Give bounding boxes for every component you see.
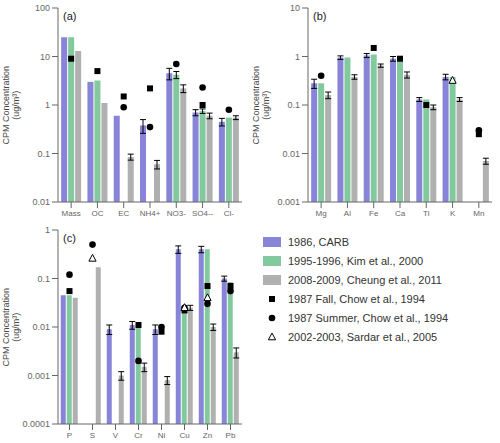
html-text:(a): (a) bbox=[63, 10, 77, 22]
svg-text:1: 1 bbox=[45, 100, 50, 110]
svg-text:K: K bbox=[450, 209, 456, 218]
svg-text:1: 1 bbox=[45, 225, 50, 235]
svg-text:0.01: 0.01 bbox=[32, 322, 50, 332]
html-text:(b): (b) bbox=[313, 10, 327, 22]
html-text:1995-1996, Kim et al., 2000: 1995-1996, Kim et al., 2000 bbox=[288, 255, 424, 267]
html-text:(ug/m³): (ug/m³) bbox=[11, 90, 21, 120]
svg-text:0.01: 0.01 bbox=[32, 197, 50, 207]
svg-text:SO4--: SO4-- bbox=[192, 209, 214, 218]
svg-text:Zn: Zn bbox=[203, 431, 212, 440]
html-text:1987 Fall, Chow et al., 1994: 1987 Fall, Chow et al., 1994 bbox=[288, 293, 425, 305]
svg-text:OC: OC bbox=[91, 209, 103, 218]
svg-text:Cr: Cr bbox=[134, 431, 143, 440]
svg-text:Mass: Mass bbox=[62, 209, 81, 218]
svg-text:Ca: Ca bbox=[395, 209, 406, 218]
svg-text:NH4+: NH4+ bbox=[140, 209, 161, 218]
svg-text:0.1: 0.1 bbox=[37, 274, 50, 284]
svg-text:Mn: Mn bbox=[473, 209, 484, 218]
svg-text:1: 1 bbox=[295, 52, 300, 62]
html-text:2008-2009, Cheung et al., 2011: 2008-2009, Cheung et al., 2011 bbox=[288, 274, 442, 286]
svg-text:0.1: 0.1 bbox=[37, 149, 50, 159]
svg-text:Al: Al bbox=[344, 209, 351, 218]
svg-text:EC: EC bbox=[118, 209, 129, 218]
svg-text:0.0001: 0.0001 bbox=[22, 419, 50, 429]
svg-text:Ni: Ni bbox=[158, 431, 166, 440]
html-text:(ug/m³): (ug/m³) bbox=[11, 312, 21, 342]
svg-text:0.001: 0.001 bbox=[277, 197, 300, 207]
svg-text:10: 10 bbox=[290, 3, 300, 13]
svg-text:S: S bbox=[90, 431, 95, 440]
svg-text:0.1: 0.1 bbox=[287, 100, 300, 110]
svg-text:Cu: Cu bbox=[179, 431, 189, 440]
html-text:CPM Concentration: CPM Concentration bbox=[0, 287, 11, 367]
svg-text:Ti: Ti bbox=[423, 209, 430, 218]
html-text:2002-2003, Sardar et al., 2005: 2002-2003, Sardar et al., 2005 bbox=[288, 331, 438, 343]
svg-text:0.001: 0.001 bbox=[27, 371, 50, 381]
html-text:(ug/m³): (ug/m³) bbox=[261, 90, 271, 120]
html-text:(c): (c) bbox=[63, 232, 76, 244]
svg-text:Fe: Fe bbox=[369, 209, 379, 218]
html-text:1986, CARB: 1986, CARB bbox=[288, 236, 350, 248]
svg-text:Cl-: Cl- bbox=[224, 209, 235, 218]
svg-text:NO3-: NO3- bbox=[167, 209, 186, 218]
svg-text:P: P bbox=[67, 431, 72, 440]
svg-text:Pb: Pb bbox=[226, 431, 236, 440]
svg-text:100: 100 bbox=[35, 3, 50, 13]
svg-text:0.01: 0.01 bbox=[282, 149, 300, 159]
html-text:CPM Concentration: CPM Concentration bbox=[0, 65, 11, 145]
svg-text:10: 10 bbox=[40, 52, 50, 62]
html-text:CPM Concentration: CPM Concentration bbox=[250, 65, 261, 145]
svg-text:V: V bbox=[113, 431, 119, 440]
svg-text:Mg: Mg bbox=[316, 209, 327, 218]
html-text:1987 Summer, Chow et al., 1994: 1987 Summer, Chow et al., 1994 bbox=[288, 312, 449, 324]
